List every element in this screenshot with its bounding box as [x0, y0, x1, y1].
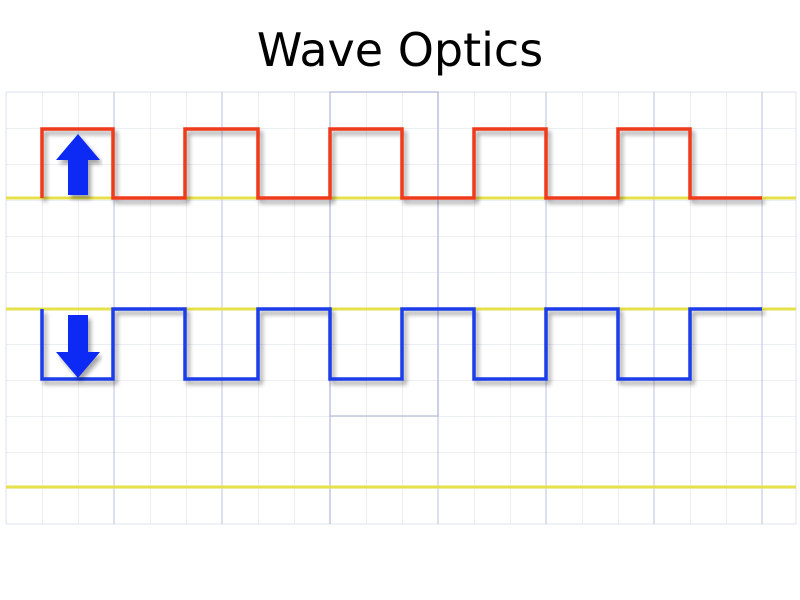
grid-highlight: [329, 91, 439, 417]
slide-title: Wave Optics: [257, 23, 543, 77]
up-arrow: [56, 134, 100, 195]
down-arrow: [56, 315, 100, 378]
red-wave: [40, 127, 762, 200]
blue-wave: [40, 307, 762, 381]
